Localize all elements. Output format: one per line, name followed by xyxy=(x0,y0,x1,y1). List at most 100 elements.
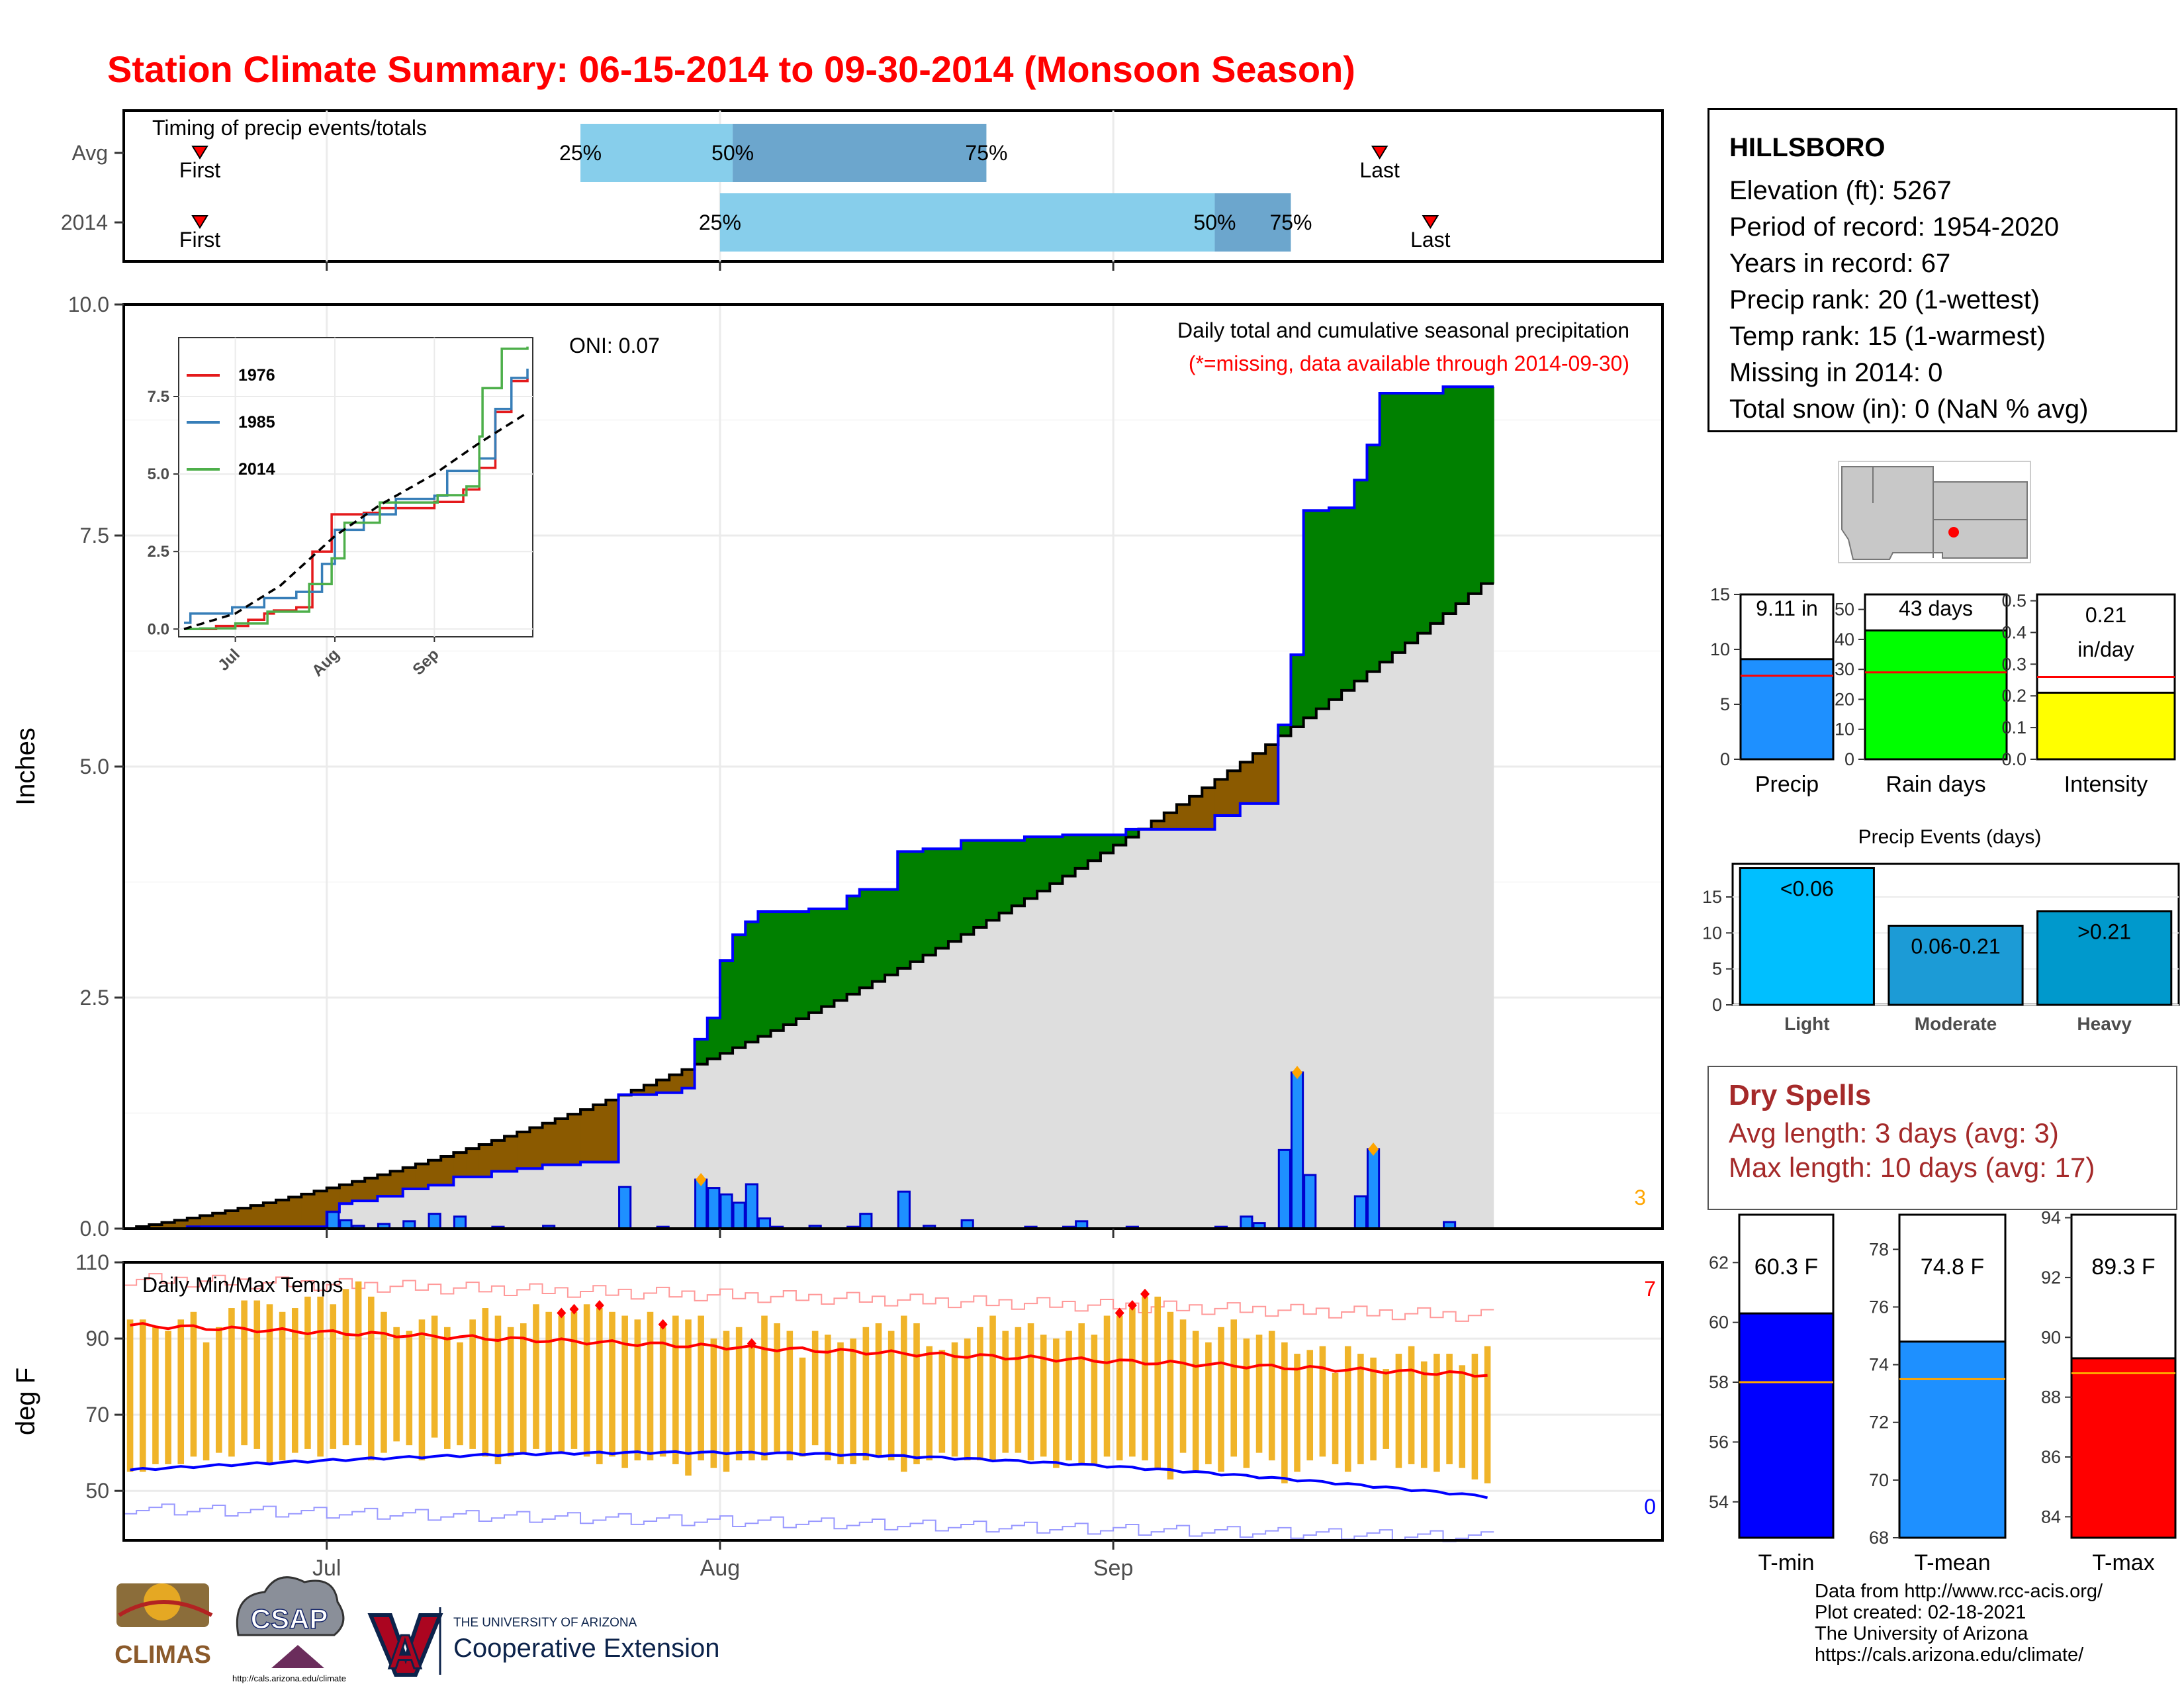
above-average-fill xyxy=(1100,835,1114,853)
daily-temp-bar xyxy=(1268,1331,1275,1461)
csap-logo-url: http://cals.arizona.edu/climate xyxy=(232,1673,346,1683)
timing-p50-label: 50% xyxy=(711,141,754,165)
below-average-fill xyxy=(555,1119,569,1165)
above-average-fill xyxy=(834,908,848,1001)
daily-temp-bar xyxy=(1420,1361,1428,1468)
below-average-fill xyxy=(263,1202,277,1227)
above-average-fill xyxy=(935,849,949,949)
below-average-fill xyxy=(441,1156,454,1186)
below-average-fill xyxy=(390,1171,404,1197)
station-snow: Total snow (in): 0 (NaN % avg) xyxy=(1729,395,2089,424)
above-average-fill xyxy=(1062,835,1076,876)
mini-chart-value-label: 0.21 xyxy=(2085,603,2126,627)
mini-chart-rain-days: 0 10 20 30 40 50 43 days Rain days xyxy=(1835,593,2008,797)
precip-events-bar-value: <0.06 xyxy=(1780,877,1834,901)
daily-temp-bar xyxy=(685,1319,692,1476)
mini-chart-value-unit: in/day xyxy=(2077,637,2134,661)
daily-temp-bar xyxy=(951,1342,958,1457)
daily-temp-bar xyxy=(1078,1323,1085,1464)
daily-temp-bar xyxy=(1002,1331,1009,1453)
inset-y-tick-label: 2.5 xyxy=(148,543,169,561)
locator-map xyxy=(1838,461,2031,563)
daily-temp-bar xyxy=(786,1331,794,1461)
footer-data-source: Data from http://www.rcc-acis.org/ xyxy=(1815,1581,2103,1602)
timing-first-label: First xyxy=(179,158,220,182)
precip-y-tick-label: 0.0 xyxy=(80,1217,109,1241)
temp-summary-label: T-mean xyxy=(1914,1550,1990,1575)
precip-events-bar-value: >0.21 xyxy=(2077,920,2131,944)
temp-summary-y-tick-label: 92 xyxy=(2041,1268,2061,1288)
above-average-fill xyxy=(1050,837,1064,884)
min-temp-average-line xyxy=(130,1450,1488,1499)
below-average-fill xyxy=(225,1210,239,1227)
precip-events-bar xyxy=(1739,867,1875,1006)
above-average-fill xyxy=(1126,829,1140,837)
temp-y-tick-label: 90 xyxy=(85,1327,109,1350)
daily-temp-bar xyxy=(659,1327,666,1457)
inset-y-tick-label: 7.5 xyxy=(148,388,169,406)
daily-temp-bar xyxy=(1344,1346,1351,1472)
daily-temp-bar xyxy=(825,1335,831,1461)
below-average-fill xyxy=(276,1199,289,1227)
daily-temp-bar xyxy=(494,1315,502,1464)
daily-temp-bar xyxy=(989,1315,996,1461)
above-average-fill xyxy=(1354,480,1368,681)
above-average-fill xyxy=(694,1039,708,1064)
inset-y-tick-label: 0.0 xyxy=(148,620,169,638)
timing-last-label: Last xyxy=(1410,228,1451,252)
oni-label: ONI: 0.07 xyxy=(569,334,660,357)
daily-temp-bar xyxy=(1142,1296,1148,1461)
daily-temp-bar xyxy=(1408,1346,1415,1464)
timing-bar-early xyxy=(580,124,733,182)
record-high-marker xyxy=(569,1303,579,1315)
station-period: Period of record: 1954-2020 xyxy=(1729,212,2060,242)
temp-y-tick-label: 110 xyxy=(75,1250,109,1274)
daily-temp-bar xyxy=(279,1311,286,1461)
daily-temp-bar xyxy=(1306,1350,1314,1461)
daily-temp-bar xyxy=(634,1319,641,1461)
timing-p50-label: 50% xyxy=(1193,211,1236,234)
mini-chart-precip: 0 5 10 15 9.11 in Precip xyxy=(1710,585,1835,797)
daily-precip-bar xyxy=(428,1213,441,1230)
daily-temp-bar xyxy=(723,1331,730,1472)
record-high-line xyxy=(124,1273,1494,1322)
daily-precip-bar xyxy=(1277,1149,1291,1230)
inset-legend-label: 2014 xyxy=(238,460,275,479)
above-average-fill xyxy=(1024,837,1038,899)
daily-temp-bar xyxy=(520,1323,527,1453)
daily-temp-bar xyxy=(1066,1331,1072,1461)
daily-temp-bar xyxy=(710,1338,717,1468)
mini-chart-y-tick-label: 0.0 xyxy=(2001,749,2026,769)
daily-temp-bar xyxy=(406,1331,413,1446)
above-average-fill xyxy=(897,851,911,968)
temp-summary-y-tick-label: 86 xyxy=(2041,1447,2061,1467)
daily-temp-bar xyxy=(165,1331,171,1464)
timing-row-label: 2014 xyxy=(61,211,108,234)
mini-chart-y-tick-label: 20 xyxy=(1835,689,1854,709)
record-high-marker xyxy=(557,1307,567,1319)
below-average-fill xyxy=(1176,804,1190,829)
inset-legend-label: 1976 xyxy=(238,366,275,385)
mini-chart-y-tick-label: 30 xyxy=(1835,659,1854,679)
daily-temp-bar xyxy=(609,1311,615,1457)
temp-summary-value-label: 74.8 F xyxy=(1921,1254,1984,1280)
daily-temp-bar xyxy=(304,1296,311,1449)
daily-precip-bar xyxy=(1240,1215,1253,1230)
extreme-precip-count: 3 xyxy=(1634,1186,1646,1209)
above-average-fill xyxy=(1037,837,1050,892)
below-average-fill xyxy=(365,1178,378,1201)
daily-temp-bar xyxy=(1179,1319,1187,1453)
precip-y-tick-label: 5.0 xyxy=(80,755,109,778)
daily-temp-bar xyxy=(482,1308,489,1457)
above-average-fill xyxy=(846,896,860,994)
temp-summary-label: T-min xyxy=(1758,1550,1815,1575)
temp-summary-value-label: 60.3 F xyxy=(1754,1254,1818,1280)
below-average-fill xyxy=(682,1069,696,1088)
temp-summary-label: T-max xyxy=(2092,1550,2154,1575)
ua-logo-top-text: THE UNIVERSITY OF ARIZONA xyxy=(453,1616,637,1630)
daily-temp-bar xyxy=(799,1357,806,1457)
temp-summary-t-min: 54 56 58 60 62 60.3 F T-min xyxy=(1709,1213,1835,1575)
precip-events-y-tick-label: 10 xyxy=(1702,923,1722,943)
